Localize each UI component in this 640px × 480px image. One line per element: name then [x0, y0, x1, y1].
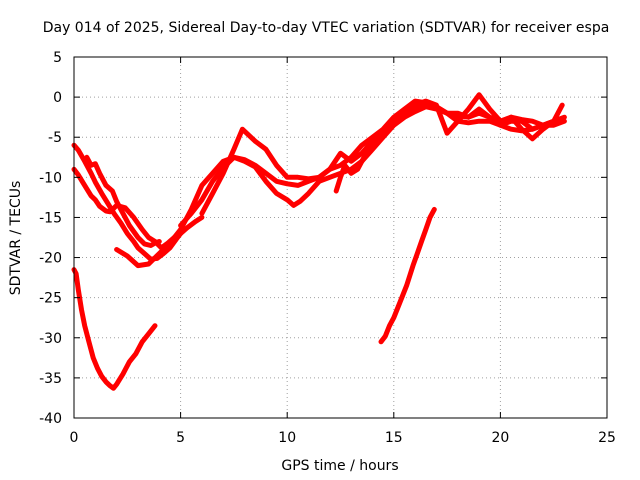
series-line-track-9	[378, 206, 437, 345]
y-tick-labels: 5 0 -5 -10 -15 -20 -25 -30 -35 -40	[39, 50, 62, 427]
y-axis-label: SDTVAR / TECUs	[8, 181, 24, 296]
y-tick-label: 5	[53, 50, 62, 66]
gridlines	[74, 57, 607, 418]
series-line-track-5	[178, 98, 567, 228]
y-tick-label: 0	[53, 90, 62, 106]
x-tick-labels: 0 5 10 15 20 25	[70, 430, 616, 446]
x-tick-label: 0	[70, 430, 79, 446]
x-tick-label: 5	[176, 430, 185, 446]
series-line-track-4	[114, 104, 567, 269]
series-line-track-3	[84, 154, 162, 248]
x-tick-label: 10	[278, 430, 296, 446]
y-tick-label: -15	[39, 210, 62, 226]
y-tick-label: -35	[39, 371, 62, 387]
y-tick-label: -5	[48, 130, 62, 146]
x-tick-label: 15	[385, 430, 403, 446]
series-line-track-6	[199, 92, 565, 216]
series-line-track-8	[71, 267, 158, 391]
series-line-track-7	[333, 102, 557, 194]
y-tick-label: -10	[39, 170, 62, 186]
plot-frame	[73, 56, 608, 419]
y-tick-label: -20	[39, 251, 62, 267]
x-axis-label: GPS time / hours	[281, 458, 398, 474]
y-tick-label: -40	[39, 411, 62, 427]
y-tick-label: -25	[39, 291, 62, 307]
chart-title: Day 014 of 2025, Sidereal Day-to-day VTE…	[43, 20, 610, 36]
tick-marks	[73, 56, 608, 419]
y-tick-label: -30	[39, 331, 62, 347]
x-tick-label: 20	[491, 430, 509, 446]
x-tick-label: 25	[598, 430, 616, 446]
series-line-track-1	[71, 142, 184, 262]
series-layer	[71, 92, 567, 391]
